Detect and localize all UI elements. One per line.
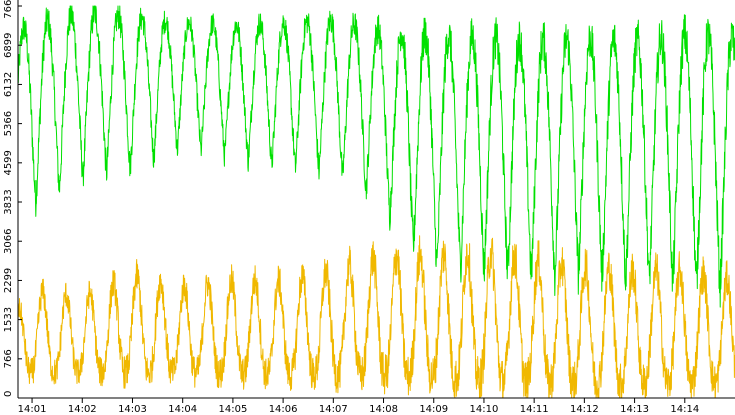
- x-tick-label: 14:11: [520, 404, 549, 415]
- x-tick-label: 14:04: [168, 404, 197, 415]
- y-tick-label: 766: [3, 349, 14, 368]
- x-tick-label: 14:12: [570, 404, 599, 415]
- x-tick-label: 14:07: [319, 404, 348, 415]
- x-tick-label: 14:09: [419, 404, 448, 415]
- x-tick-label: 14:13: [620, 404, 649, 415]
- x-tick-label: 14:06: [269, 404, 298, 415]
- x-tick-label: 14:02: [68, 404, 97, 415]
- y-tick-label: 0: [3, 391, 14, 397]
- y-tick-label: 4599: [3, 150, 14, 175]
- x-tick-label: 14:10: [470, 404, 499, 415]
- y-tick-label: 6899: [3, 32, 14, 57]
- x-tick-label: 14:14: [670, 404, 699, 415]
- x-tick-label: 14:08: [369, 404, 398, 415]
- axes: 0 766 1533 2299 3066 3833 4599 5366 6132 6899 7666…: [3, 0, 735, 415]
- series-line-2: [17, 235, 735, 399]
- x-tick-label: 14:01: [18, 404, 47, 415]
- y-tick-label: 3833: [3, 189, 14, 214]
- plot-area: [17, 5, 735, 399]
- x-tick-label: 14:03: [118, 404, 147, 415]
- series-line-1: [17, 5, 735, 308]
- y-tick-label: 3066: [3, 228, 14, 253]
- y-tick-label: 7666: [3, 0, 14, 19]
- y-tick-label: 5366: [3, 111, 14, 136]
- y-tick-label: 6132: [3, 72, 14, 97]
- x-tick-label: 14:05: [218, 404, 247, 415]
- y-tick-label: 1533: [3, 307, 14, 332]
- y-tick-label: 2299: [3, 268, 14, 293]
